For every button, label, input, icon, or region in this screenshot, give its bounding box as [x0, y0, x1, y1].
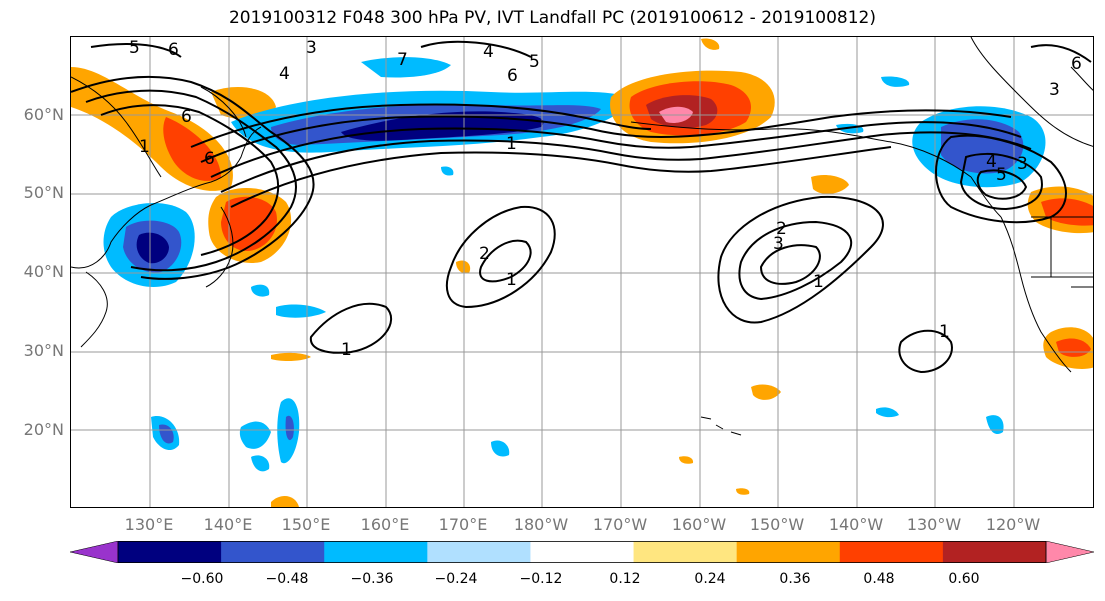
map-canvas: 5 6 3 4 7 4 6 5 1 6 6 1 2 1 1 2 3 1 1 4 … [71, 37, 1093, 507]
contour-label: 6 [1071, 54, 1082, 74]
colorbar-extend-high [1045, 540, 1095, 564]
colorbar-tick: 0.48 [863, 571, 895, 587]
lon-label: 140°W [828, 515, 884, 534]
lon-label: 130°E [124, 515, 174, 534]
contour-label: 3 [1049, 80, 1060, 100]
map-title: 2019100312 F048 300 hPa PV, IVT Landfall… [228, 8, 876, 28]
contour-label: 2 [776, 219, 787, 239]
colorbar-tick: −0.60 [180, 571, 224, 587]
lon-label: 150°E [281, 515, 331, 534]
lon-label: 160°W [671, 515, 727, 534]
contour-label: 1 [341, 340, 352, 360]
colorbar-segment [324, 541, 428, 563]
lon-label: 130°W [906, 515, 962, 534]
contour-label: 3 [306, 38, 317, 58]
contour-label: 1 [939, 322, 950, 342]
lon-label: 140°E [203, 515, 253, 534]
lat-label-60n: 60°N [23, 105, 64, 124]
contour-label: 4 [279, 64, 290, 84]
map-panel: 5 6 3 4 7 4 6 5 1 6 6 1 2 1 1 2 3 1 1 4 … [70, 36, 1094, 508]
colorbar-outline [117, 541, 1047, 563]
contour-label: 6 [181, 107, 192, 127]
lon-label: 170°E [438, 515, 488, 534]
contour-label: 3 [1017, 154, 1028, 174]
contour-label: 4 [483, 42, 494, 62]
colorbar-segment [839, 541, 944, 563]
colorbar-tick: −0.24 [434, 571, 478, 587]
colorbar-segment [530, 541, 635, 563]
lon-label: 150°W [749, 515, 805, 534]
lat-label-50n: 50°N [23, 183, 64, 202]
colorbar-tick: 0.12 [609, 571, 641, 587]
lon-label: 160°E [360, 515, 410, 534]
colorbar-tick: 0.36 [779, 571, 811, 587]
colorbar-segment [942, 541, 1047, 563]
pv-shading [71, 38, 1093, 507]
colorbar-tick: 0.60 [948, 571, 980, 587]
colorbar-segment [427, 541, 531, 563]
colorbar [69, 540, 1095, 564]
colorbar-tick: −0.48 [265, 571, 309, 587]
lat-label-40n: 40°N [23, 262, 64, 281]
contour-label: 5 [996, 165, 1007, 185]
colorbar-tick: 0.24 [694, 571, 726, 587]
colorbar-extend-low [69, 540, 119, 564]
contour-label: 2 [479, 244, 490, 264]
contour-label: 5 [129, 38, 140, 58]
contour-label: 6 [507, 66, 518, 86]
lon-label: 170°W [592, 515, 648, 534]
lat-label-20n: 20°N [23, 420, 64, 439]
colorbar-segment [221, 541, 325, 563]
colorbar-tick: −0.12 [519, 571, 563, 587]
coastlines [71, 37, 1093, 436]
contour-label: 1 [139, 137, 150, 157]
contour-label: 6 [168, 40, 179, 60]
contour-label-group: 5 6 3 4 7 4 6 5 1 6 6 1 2 1 1 2 3 1 1 4 … [129, 38, 1082, 360]
colorbar-tick: −0.36 [350, 571, 394, 587]
colorbar-segment [633, 541, 738, 563]
contour-label: 1 [506, 270, 517, 290]
contour-label: 4 [986, 152, 997, 172]
graticule [71, 37, 1093, 507]
contour-label: 3 [773, 234, 784, 254]
ivt-contours [71, 40, 1092, 374]
contour-label: 1 [813, 272, 824, 292]
colorbar-segment [118, 541, 222, 563]
lon-label: 180°W [513, 515, 569, 534]
contour-label: 6 [204, 149, 215, 169]
contour-label: 1 [506, 134, 517, 154]
colorbar-segment [736, 541, 841, 563]
contour-label: 7 [397, 50, 408, 70]
lon-label: 120°W [985, 515, 1041, 534]
lat-label-30n: 30°N [23, 341, 64, 360]
colorbar-svg [69, 540, 1095, 564]
contour-label: 5 [529, 52, 540, 72]
